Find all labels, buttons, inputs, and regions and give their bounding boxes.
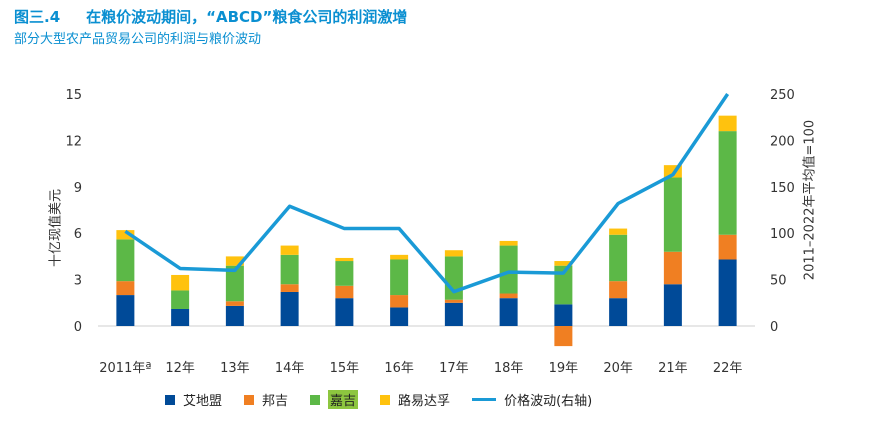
bar-segment-3 — [280, 254, 299, 285]
chart-title: 图三.4 在粮价波动期间，“ABCD”粮食公司的利润激增 — [14, 6, 407, 27]
y-tick-label: 3 — [74, 274, 82, 289]
price-volatility-line — [124, 93, 730, 294]
y2-tick-label: 100 — [770, 227, 795, 242]
y-tick-label: 6 — [74, 227, 82, 242]
bar-segment-2 — [554, 326, 573, 347]
y-tick-label: 15 — [65, 88, 82, 103]
bar-segment-4 — [444, 250, 463, 257]
legend: 艾地盟 邦吉 嘉吉 路易达孚 价格波动(右轴) — [165, 390, 614, 409]
legend-item-adm: 艾地盟 — [165, 390, 222, 409]
legend-label-ldc: 路易达孚 — [398, 394, 451, 409]
bar-segment-2 — [663, 251, 682, 285]
legend-swatch-ldc — [380, 394, 391, 405]
bar-segment-4 — [225, 256, 244, 266]
bar-segment-4 — [390, 254, 409, 260]
figure-title: 在粮价波动期间，“ABCD”粮食公司的利润激增 — [86, 8, 408, 26]
bar-segment-1 — [499, 298, 518, 326]
bar-segment-4 — [171, 274, 190, 291]
legend-item-price: 价格波动(右轴) — [472, 390, 592, 409]
y2-tick-label: 150 — [770, 181, 795, 196]
bar-segment-4 — [499, 240, 518, 246]
bar-segment-4 — [718, 115, 737, 132]
bar-segment-4 — [335, 257, 354, 262]
bar-segment-3 — [663, 177, 682, 252]
legend-label-cargill: 嘉吉 — [328, 390, 359, 409]
bar-segment-4 — [280, 245, 299, 255]
bar-segment-2 — [225, 301, 244, 306]
legend-label-bunge: 邦吉 — [262, 394, 289, 409]
bar-segment-3 — [171, 290, 190, 309]
bar-segment-2 — [116, 281, 135, 296]
y-tick-label: 12 — [65, 134, 82, 149]
bar-segment-2 — [499, 293, 518, 299]
x-tick-label: 20年 — [603, 361, 633, 376]
x-tick-label: 15年 — [330, 361, 360, 376]
bar-segment-3 — [554, 265, 573, 305]
y-tick-label: 0 — [74, 320, 82, 335]
bar-segment-1 — [390, 307, 409, 326]
bar-segment-3 — [335, 261, 354, 286]
bar-segment-1 — [116, 295, 135, 326]
bar-segment-3 — [116, 239, 135, 282]
bar-segment-1 — [444, 302, 463, 326]
bar-segment-3 — [499, 245, 518, 294]
bar-segment-2 — [390, 295, 409, 308]
legend-swatch-cargill — [310, 394, 321, 405]
bar-segment-1 — [335, 298, 354, 326]
bar-segment-3 — [225, 265, 244, 302]
bar-segment-2 — [718, 234, 737, 260]
bar-segment-1 — [225, 305, 244, 326]
x-tick-label: 21年 — [658, 361, 688, 376]
legend-label-adm: 艾地盟 — [183, 394, 223, 409]
bar-segment-3 — [390, 259, 409, 296]
bar-segment-3 — [718, 131, 737, 235]
bar-segment-4 — [116, 230, 135, 240]
bar-segment-1 — [171, 308, 190, 326]
x-tick-label: 13年 — [220, 361, 250, 376]
bar-segment-2 — [444, 299, 463, 303]
x-tick-label: 17年 — [439, 361, 469, 376]
y2-tick-label: 250 — [770, 88, 795, 103]
bar-segment-1 — [718, 259, 737, 326]
figure-number: 图三.4 — [14, 8, 61, 26]
legend-item-bunge: 邦吉 — [244, 390, 288, 409]
bar-segment-3 — [609, 234, 628, 282]
x-tick-label: 16年 — [384, 361, 414, 376]
x-tick-label: 2011年ª — [99, 361, 151, 376]
y-axis-title-right: 2011–2022年平均值=100 — [802, 119, 818, 281]
y-tick-label: 9 — [74, 181, 82, 196]
y2-tick-label: 0 — [770, 320, 778, 335]
y2-tick-label: 50 — [770, 274, 787, 289]
legend-swatch-bunge — [244, 394, 255, 405]
chart-subtitle: 部分大型农产品贸易公司的利润与粮价波动 — [14, 32, 262, 47]
y2-tick-label: 200 — [770, 134, 795, 149]
bar-segment-2 — [609, 281, 628, 299]
bar-segment-2 — [335, 285, 354, 299]
legend-item-ldc: 路易达孚 — [380, 390, 450, 409]
bar-segment-2 — [280, 284, 299, 292]
legend-swatch-price — [472, 398, 497, 401]
x-tick-label: 19年 — [549, 361, 579, 376]
bar-segment-4 — [609, 228, 628, 235]
bar-segment-4 — [554, 261, 573, 266]
bar-segment-1 — [280, 291, 299, 326]
legend-label-price: 价格波动(右轴) — [504, 394, 593, 409]
bar-segment-1 — [554, 304, 573, 326]
x-tick-label: 14年 — [275, 361, 305, 376]
legend-swatch-adm — [165, 394, 175, 405]
x-tick-label: 12年 — [165, 361, 195, 376]
legend-item-cargill: 嘉吉 — [310, 390, 359, 409]
bar-segment-1 — [663, 284, 682, 326]
y-axis-title-left: 十亿现值美元 — [48, 188, 64, 268]
bar-segment-1 — [609, 298, 628, 326]
x-tick-label: 22年 — [713, 361, 743, 376]
x-tick-label: 18年 — [494, 361, 524, 376]
